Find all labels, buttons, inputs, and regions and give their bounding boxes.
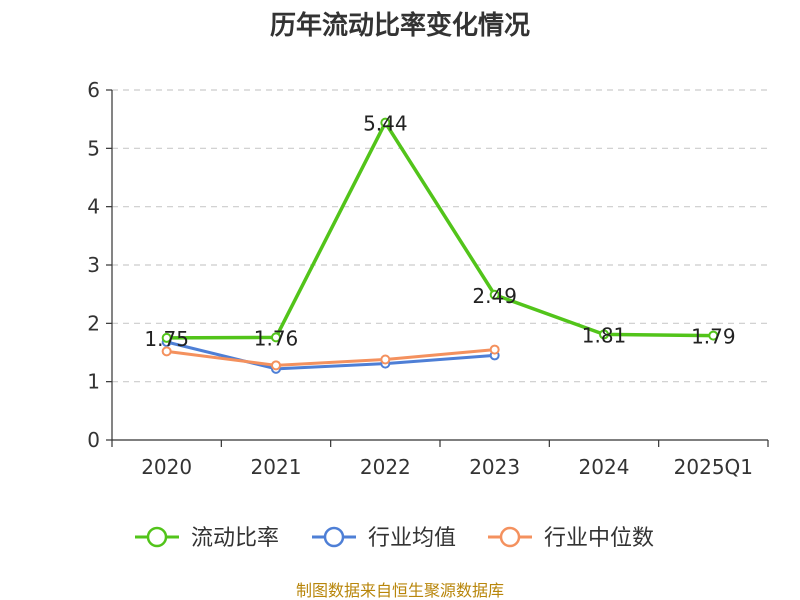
axes: 0 1 2 3 4 5 6 2020 2021 2022 2023 2024 2025Q1 [87, 78, 769, 479]
data-label: 1.81 [582, 323, 627, 347]
legend-marker-icon [499, 526, 521, 548]
x-tick-label: 2020 [141, 455, 192, 479]
x-tick-label: 2023 [469, 455, 520, 479]
series-line [166, 340, 495, 371]
data-label: 1.79 [691, 325, 736, 349]
series-layer [161, 117, 719, 374]
series-2 [161, 344, 500, 371]
x-tick-label: 2024 [579, 455, 630, 479]
legend-item-0[interactable]: 流动比率 [135, 526, 279, 551]
data-point[interactable] [271, 360, 281, 371]
chart-title: 历年流动比率变化情况 [270, 10, 530, 41]
y-tick-label: 4 [87, 195, 100, 219]
series-0 [161, 117, 719, 343]
y-tick-label: 6 [87, 78, 100, 102]
legend-label: 流动比率 [191, 526, 279, 551]
legend-marker-icon [323, 526, 345, 548]
legend-marker-icon [146, 526, 168, 548]
legend-label: 行业中位数 [544, 526, 654, 551]
data-labels: 1.75 1.76 5.44 2.49 1.81 1.79 [144, 112, 735, 351]
x-tick-label: 2025Q1 [674, 455, 753, 479]
legend-item-2[interactable]: 行业中位数 [488, 526, 654, 551]
data-label: 1.76 [254, 326, 299, 350]
series-line [166, 120, 714, 340]
y-tick-label: 3 [87, 253, 100, 277]
data-point[interactable] [599, 329, 609, 340]
data-label: 5.44 [363, 112, 408, 136]
legend[interactable]: 流动比率 行业均值 行业中位数 [135, 526, 654, 551]
x-tick-label: 2021 [251, 455, 302, 479]
data-point[interactable] [161, 332, 172, 343]
data-label: 1.75 [144, 327, 189, 351]
y-tick-label: 1 [87, 370, 100, 394]
x-tick-label: 2022 [360, 455, 411, 479]
y-tick-label: 5 [87, 136, 100, 160]
y-tick-label: 2 [87, 311, 100, 335]
data-point[interactable] [489, 289, 500, 300]
legend-item-1[interactable]: 行业均值 [312, 526, 456, 551]
data-point[interactable] [161, 346, 172, 357]
y-tick-label: 0 [87, 428, 100, 452]
data-label: 2.49 [472, 284, 517, 308]
source-note: 制图数据来自恒生聚源数据库 [296, 581, 504, 600]
data-point[interactable] [708, 330, 719, 341]
series-1 [161, 337, 500, 374]
data-point[interactable] [380, 354, 391, 365]
series-line [166, 348, 495, 367]
data-point[interactable] [380, 117, 391, 128]
data-point[interactable] [489, 344, 500, 355]
data-point[interactable] [271, 332, 281, 343]
legend-label: 行业均值 [368, 526, 456, 551]
